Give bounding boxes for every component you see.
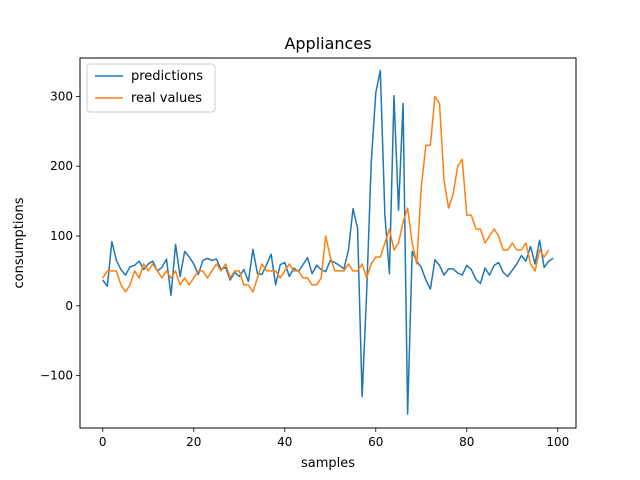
x-tick-label: 20 xyxy=(186,435,201,449)
x-tick-label: 60 xyxy=(368,435,383,449)
legend: predictions real values xyxy=(86,63,216,113)
series-line-real-values xyxy=(102,95,550,293)
y-tick-label: 100 xyxy=(50,229,73,243)
x-axis-label: samples xyxy=(301,456,355,471)
legend-label-predictions: predictions xyxy=(131,69,203,84)
x-tick-label: 0 xyxy=(99,435,107,449)
plot-frame xyxy=(79,57,577,429)
x-tick-label: 80 xyxy=(459,435,474,449)
x-tick-label: 40 xyxy=(277,435,292,449)
y-tick-label: 0 xyxy=(65,299,73,313)
y-tick-label: −100 xyxy=(40,369,73,383)
legend-label-real-values: real values xyxy=(131,91,202,106)
axes: 0 20 40 60 80 100 −100 0 100 200 300 xyxy=(40,89,569,449)
chart-title: Appliances xyxy=(284,34,371,53)
x-tick-label: 100 xyxy=(546,435,569,449)
series-line-predictions xyxy=(102,69,554,415)
y-tick-label: 300 xyxy=(50,89,73,103)
y-axis-label: consumptions xyxy=(12,197,27,288)
y-tick-label: 200 xyxy=(50,159,73,173)
plot-area xyxy=(102,69,554,415)
